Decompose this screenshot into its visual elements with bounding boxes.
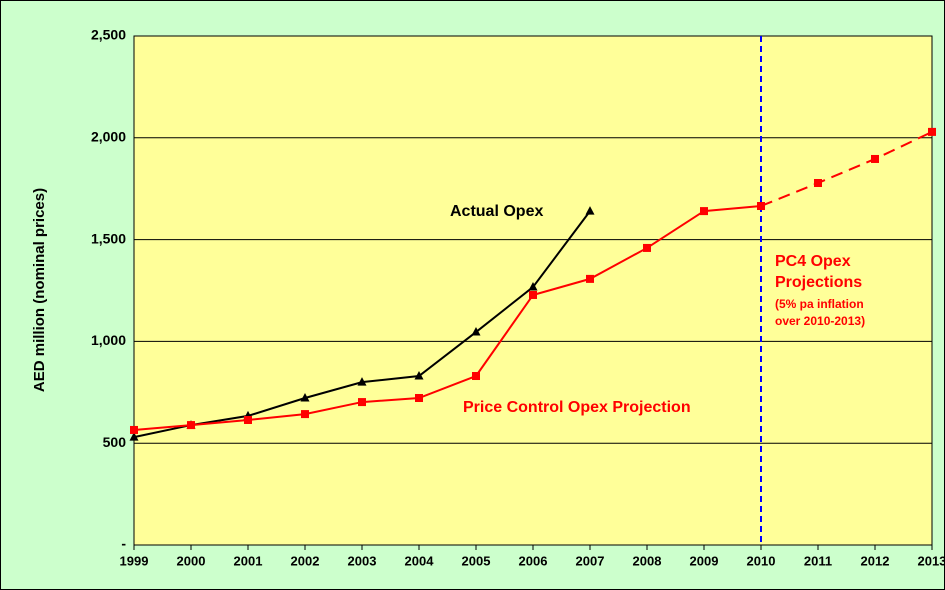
point-marker	[643, 243, 651, 252]
point-marker	[300, 393, 310, 402]
y-tick-label: 2,500	[91, 27, 126, 43]
x-tick-label: 1999	[120, 553, 149, 568]
annotation: (5% pa inflation	[775, 297, 864, 311]
series-line	[133, 205, 762, 431]
y-tick-label: 1,000	[91, 332, 126, 348]
series-label: Price Control Opex Projection	[463, 399, 691, 416]
y-tick-label: 2,000	[91, 129, 126, 145]
series-label: PC4 Opex Projections	[775, 253, 862, 291]
y-tick-label: 1,500	[91, 230, 126, 246]
series-label: Actual Opex	[450, 203, 543, 220]
point-marker	[130, 425, 138, 434]
x-tick-label: 2011	[804, 553, 832, 568]
point-marker	[928, 127, 936, 136]
x-tick-label: 2004	[405, 553, 435, 568]
point-marker	[814, 178, 822, 187]
x-tick-label: 2000	[177, 553, 206, 568]
point-marker	[129, 432, 139, 441]
point-marker	[871, 154, 879, 163]
point-marker	[528, 282, 538, 291]
x-tick-label: 2001	[234, 553, 263, 568]
x-tick-label: 2005	[462, 553, 491, 568]
point-marker	[358, 398, 366, 407]
x-tick-label: 2010	[747, 553, 776, 568]
x-tick-label: 2002	[291, 553, 320, 568]
x-tick-label: 2013	[918, 553, 945, 568]
point-marker	[700, 207, 708, 216]
point-marker	[585, 206, 595, 215]
point-marker	[414, 371, 424, 380]
point-marker	[472, 372, 480, 381]
x-tick-label: 2008	[633, 553, 662, 568]
point-marker	[757, 202, 765, 211]
annotation: over 2010-2013)	[775, 314, 865, 328]
point-marker	[415, 394, 423, 403]
y-tick-label: 500	[103, 434, 127, 450]
point-marker	[586, 274, 594, 283]
point-marker	[244, 415, 252, 424]
x-tick-label: 2009	[690, 553, 719, 568]
series-line	[760, 130, 933, 207]
point-marker	[357, 377, 367, 386]
x-tick-label: 2007	[576, 553, 605, 568]
x-tick-label: 2003	[348, 553, 377, 568]
point-marker	[471, 327, 481, 336]
point-marker	[529, 290, 537, 299]
y-tick-label: -	[121, 536, 126, 552]
point-marker	[187, 421, 195, 430]
point-marker	[301, 410, 309, 419]
x-tick-label: 2006	[519, 553, 548, 568]
x-tick-label: 2012	[861, 553, 890, 568]
y-axis-label: AED million (nominal prices)	[31, 188, 48, 392]
